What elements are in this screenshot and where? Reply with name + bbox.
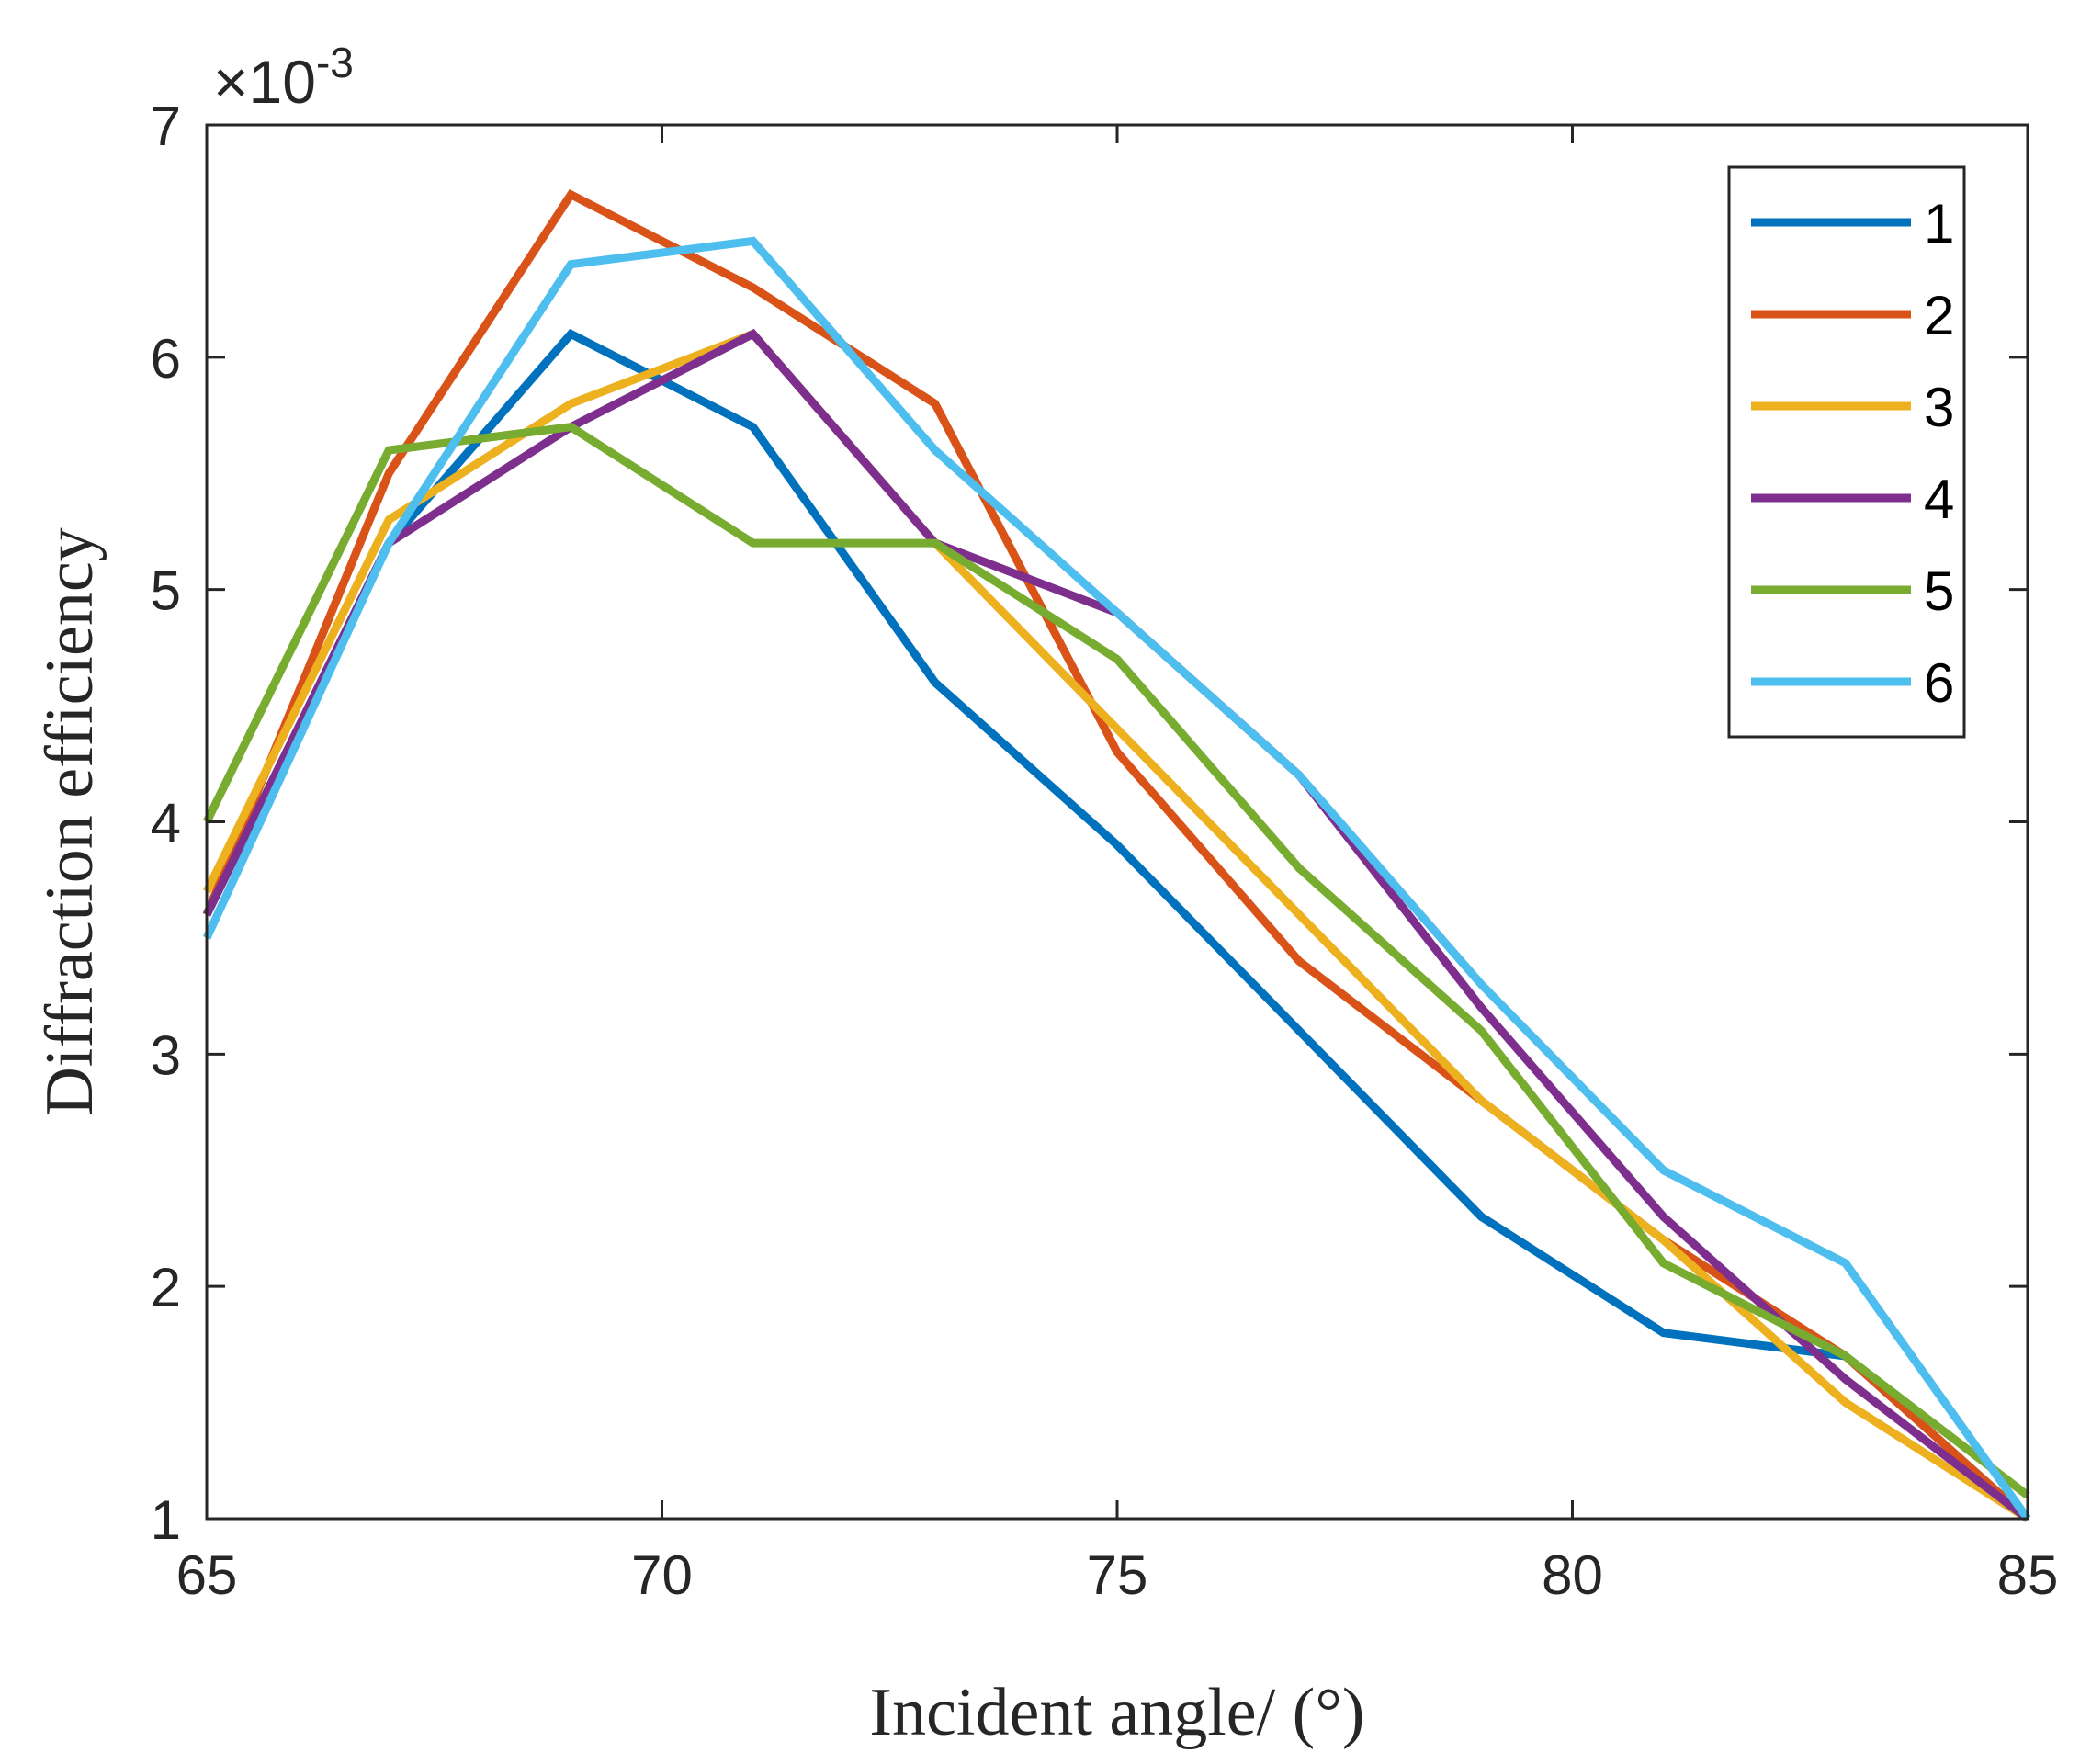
- series-line-6: [202, 236, 2031, 1521]
- series-line-2: [202, 188, 2030, 1522]
- y-tick-label: 4: [151, 793, 181, 854]
- y-tick-label: 2: [151, 1257, 181, 1318]
- y-exponent-label: ×10-3: [213, 39, 354, 116]
- y-axis-label: Diffraction efficiency: [32, 527, 107, 1115]
- y-tick-label: 6: [151, 328, 181, 390]
- y-tick-label: 7: [151, 96, 181, 157]
- y-tick-label: 1: [151, 1489, 181, 1551]
- legend-label-6: 6: [1924, 652, 1954, 714]
- legend-label-5: 5: [1924, 560, 1954, 622]
- x-tick-label: 75: [1087, 1544, 1148, 1606]
- series-line-5: [202, 423, 2030, 1499]
- x-tick-label: 70: [631, 1544, 693, 1606]
- legend-label-2: 2: [1924, 285, 1954, 346]
- x-tick-label: 85: [1997, 1544, 2059, 1606]
- x-tick-label: 65: [176, 1544, 238, 1606]
- y-exponent-power: -3: [316, 39, 354, 86]
- y-tick-label: 5: [151, 560, 181, 622]
- y-exponent-base: ×10: [213, 48, 316, 116]
- x-axis-label: Incident angle/ (°): [869, 1675, 1364, 1750]
- y-tick-label: 3: [151, 1024, 181, 1086]
- legend-box: [1727, 165, 1966, 739]
- legend-label-1: 1: [1924, 193, 1954, 254]
- legend-label-3: 3: [1924, 377, 1954, 438]
- legend: 1 2 3 4 5 6: [1727, 165, 1966, 739]
- x-tick-label: 80: [1542, 1544, 1603, 1606]
- legend-label-4: 4: [1924, 469, 1954, 530]
- series-layer: [202, 188, 2031, 1522]
- series-line-1: [202, 328, 2030, 1522]
